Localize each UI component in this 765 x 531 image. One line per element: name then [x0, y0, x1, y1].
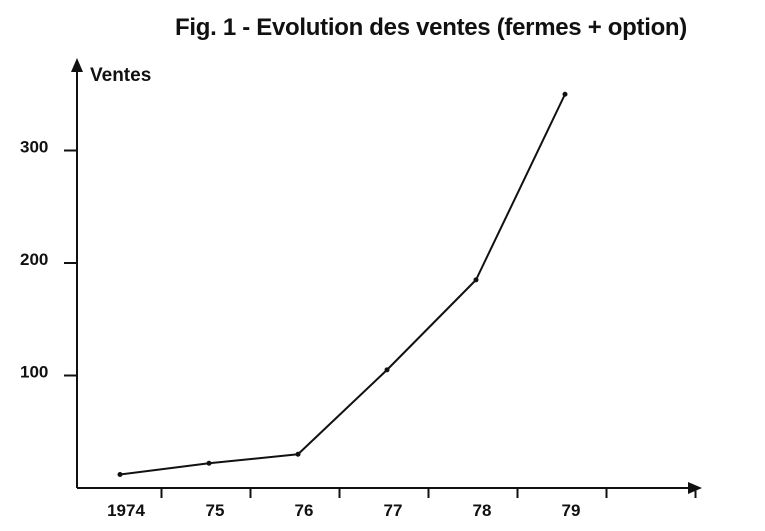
x-tick-label-79: 79: [562, 501, 581, 520]
axes: [71, 58, 702, 494]
series: [117, 91, 568, 477]
data-point-1978: [473, 277, 479, 283]
x-tick-label-78: 78: [473, 501, 492, 520]
chart-title: Fig. 1 - Evolution des ventes (fermes + …: [175, 14, 687, 41]
x-tick-label-77: 77: [384, 501, 403, 520]
y-axis-arrow: [71, 58, 83, 72]
x-tick-label-75: 75: [206, 501, 225, 520]
data-point-1974: [117, 472, 123, 477]
y-tick-label-200: 200: [20, 250, 48, 269]
data-point-1976: [295, 451, 301, 457]
y-ticks: 100 200 300: [20, 138, 77, 382]
data-point-1975: [206, 460, 212, 466]
data-point-1977: [384, 367, 390, 373]
series-line: [119, 93, 566, 476]
x-ticks: 1974 75 76 77 78 79: [107, 488, 697, 520]
x-tick-label-1974: 1974: [107, 501, 145, 520]
y-tick-label-300: 300: [20, 138, 48, 157]
x-tick-label-76: 76: [295, 501, 314, 520]
data-point-1979: [562, 91, 568, 97]
y-axis-label: Ventes: [90, 65, 151, 86]
y-tick-label-100: 100: [20, 363, 48, 382]
